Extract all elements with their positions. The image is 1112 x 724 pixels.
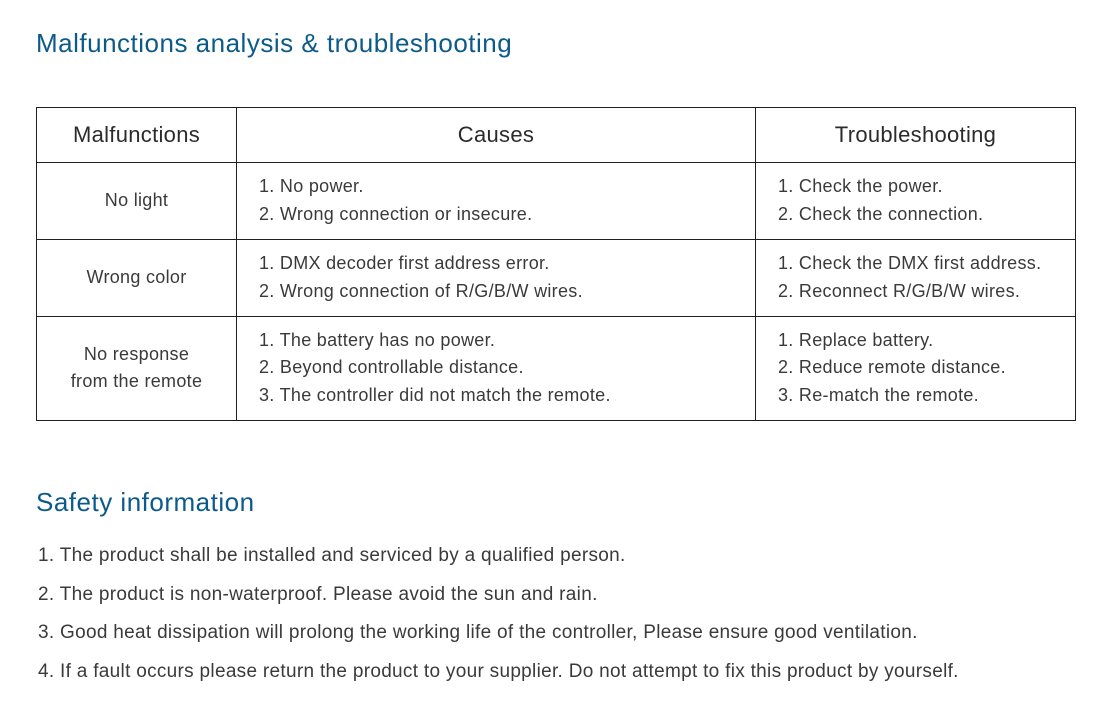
table-row: Wrong color 1. DMX decoder first address…	[37, 239, 1076, 316]
col-header-malfunctions: Malfunctions	[37, 108, 237, 163]
cell-malfunction: Wrong color	[37, 239, 237, 316]
table-row: No light 1. No power. 2. Wrong connectio…	[37, 163, 1076, 240]
troubleshooting-table: Malfunctions Causes Troubleshooting No l…	[36, 107, 1076, 421]
col-header-troubleshooting: Troubleshooting	[756, 108, 1076, 163]
cell-malfunction: No response from the remote	[37, 316, 237, 421]
col-header-causes: Causes	[237, 108, 756, 163]
cell-troubleshooting: 1. Check the DMX first address. 2. Recon…	[756, 239, 1076, 316]
cell-malfunction: No light	[37, 163, 237, 240]
safety-item: If a fault occurs please return the prod…	[38, 658, 1076, 687]
troubleshooting-heading: Malfunctions analysis & troubleshooting	[36, 28, 1076, 59]
cell-causes: 1. No power. 2. Wrong connection or inse…	[237, 163, 756, 240]
safety-list: The product shall be installed and servi…	[36, 542, 1076, 686]
cell-troubleshooting: 1. Replace battery. 2. Reduce remote dis…	[756, 316, 1076, 421]
table-row: No response from the remote 1. The batte…	[37, 316, 1076, 421]
safety-item: The product shall be installed and servi…	[38, 542, 1076, 571]
safety-heading: Safety information	[36, 487, 1076, 518]
cell-causes: 1. The battery has no power. 2. Beyond c…	[237, 316, 756, 421]
safety-item: The product is non-waterproof. Please av…	[38, 581, 1076, 610]
table-header-row: Malfunctions Causes Troubleshooting	[37, 108, 1076, 163]
safety-item: Good heat dissipation will prolong the w…	[38, 619, 1076, 648]
cell-causes: 1. DMX decoder first address error. 2. W…	[237, 239, 756, 316]
cell-troubleshooting: 1. Check the power. 2. Check the connect…	[756, 163, 1076, 240]
